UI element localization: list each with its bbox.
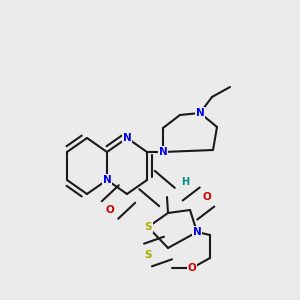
Text: N: N bbox=[196, 108, 204, 118]
Text: N: N bbox=[159, 147, 167, 157]
Text: N: N bbox=[193, 227, 201, 237]
Text: O: O bbox=[188, 263, 196, 273]
Text: S: S bbox=[144, 250, 152, 260]
Text: N: N bbox=[123, 133, 131, 143]
Text: O: O bbox=[202, 192, 211, 202]
Text: O: O bbox=[106, 205, 114, 215]
Text: N: N bbox=[103, 175, 111, 185]
Text: S: S bbox=[144, 222, 152, 232]
Text: H: H bbox=[181, 177, 189, 187]
